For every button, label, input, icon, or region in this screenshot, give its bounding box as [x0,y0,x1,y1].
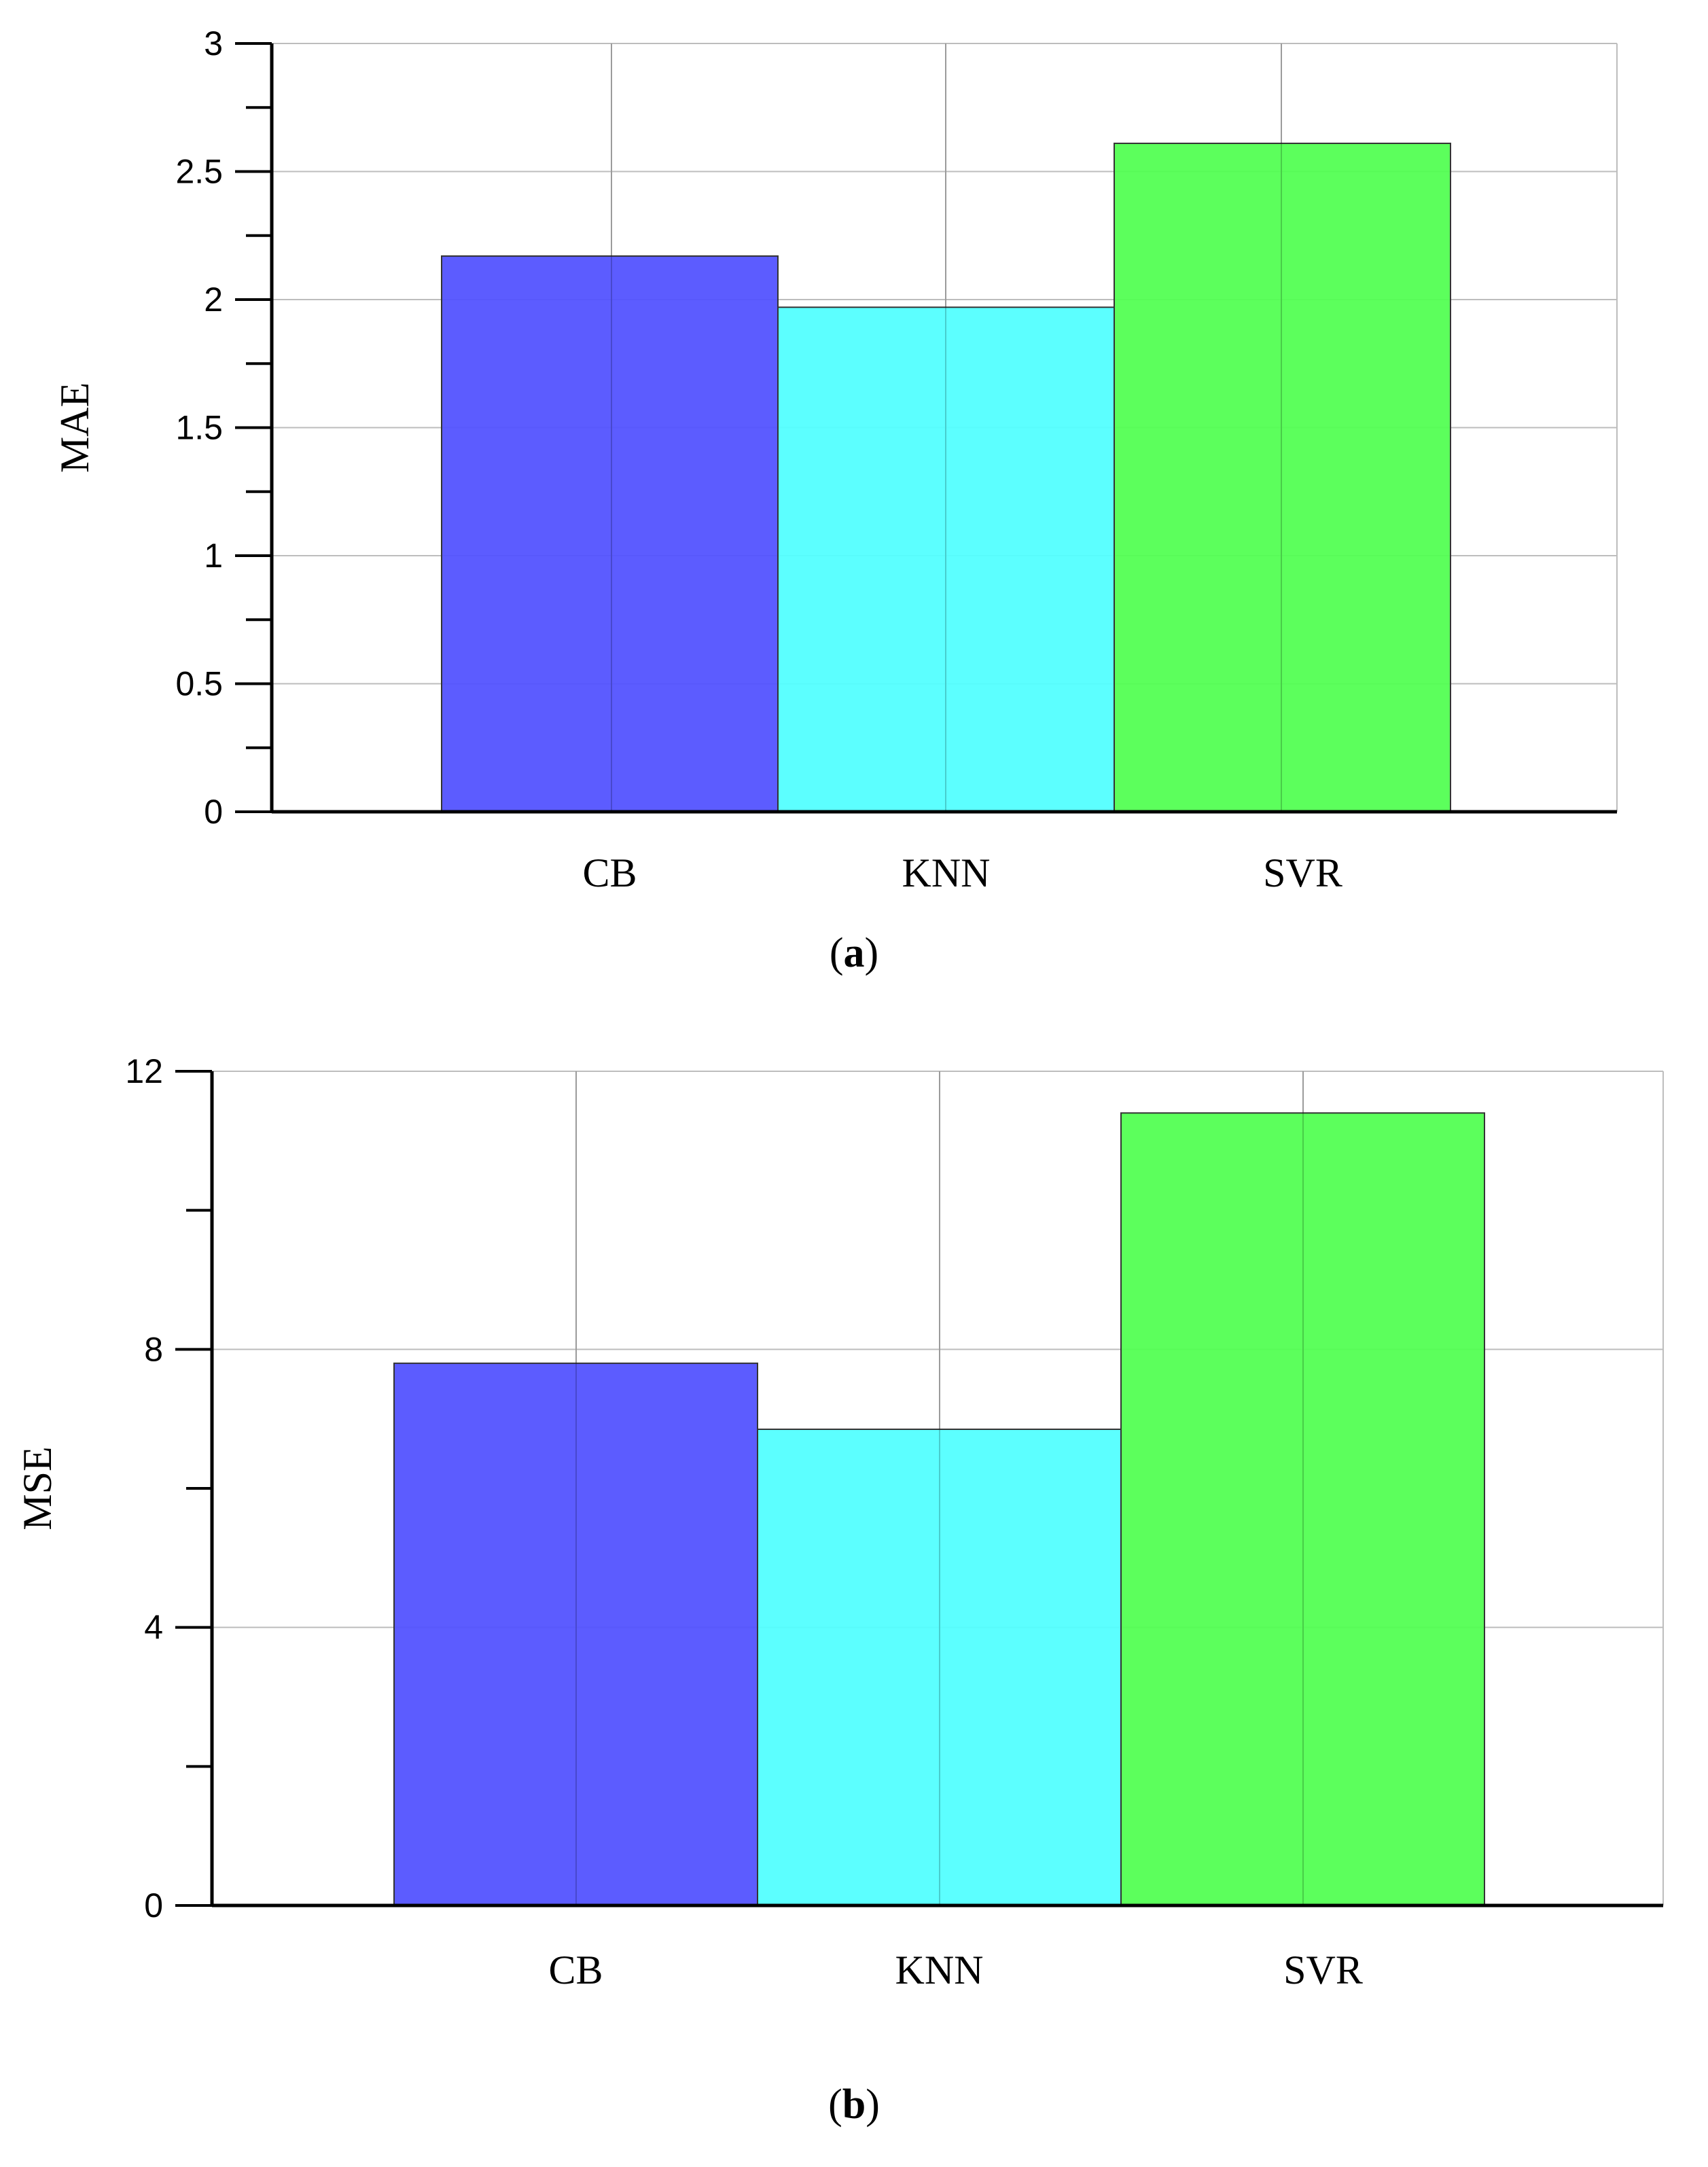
bar-knn [757,1429,1122,1906]
bar-svr [1120,1112,1485,1906]
xtick-label-svr: SVR [1263,850,1342,895]
chart-a: 0 0.5 1 1.5 2 2.5 3 CB KNN SVR MAE (a) [52,24,1618,976]
xtick-label-svr: SVR [1283,1948,1363,1992]
ytick-label-2: 8 [144,1330,163,1368]
xtick-label-cb: CB [548,1948,603,1992]
y-axis-title: MAE [52,382,97,473]
caption-paren-close: ) [866,2081,880,2128]
caption-letter: a [844,930,865,976]
ytick-label-6: 3 [204,24,223,62]
xtick-label-knn: KNN [895,1948,984,1992]
caption-paren-open: ( [830,930,844,976]
caption-letter: b [842,2081,866,2128]
caption: (b) [828,2081,880,2128]
ytick-label-3: 12 [125,1052,163,1090]
ytick-label-2: 1 [204,537,223,575]
chart-b: 0 4 8 12 CB KNN SVR MSE (b) [15,1052,1664,2128]
xtick-label-knn: KNN [902,850,991,895]
ytick-label-0: 0 [144,1886,163,1924]
ytick-label-4: 2 [204,281,223,319]
ytick-label-1: 4 [144,1609,163,1647]
bar-cb [393,1362,758,1907]
ytick-label-5: 2.5 [175,153,223,191]
ytick-label-3: 1.5 [175,409,223,447]
bar-cb [441,255,779,813]
xtick-label-cb: CB [582,850,637,895]
caption: (a) [830,930,878,976]
caption-paren-close: ) [865,930,879,976]
bar-svr [1114,143,1451,812]
ytick-label-0: 0 [204,793,223,831]
y-axis-title: MSE [15,1446,60,1530]
caption-paren-open: ( [828,2081,842,2128]
bar-knn [777,306,1115,812]
ytick-label-1: 0.5 [175,665,223,703]
